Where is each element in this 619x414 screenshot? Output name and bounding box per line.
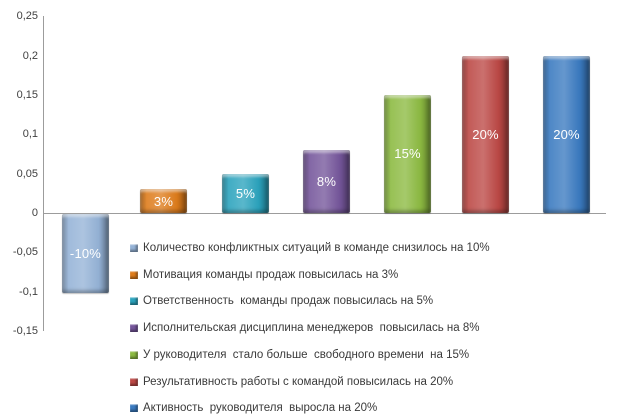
legend-item-6: Результативность работы с командой повыс… (130, 375, 453, 389)
legend-color-swatch-icon (130, 297, 138, 306)
legend-label: Количество конфликтных ситуаций в команд… (143, 242, 490, 254)
legend-label: У руководителя стало больше свободного в… (143, 348, 470, 361)
bar-4: 8% (303, 150, 350, 213)
legend-color-swatch-icon (130, 324, 138, 333)
bar-data-label: 20% (553, 126, 580, 142)
bar-7: 20% (543, 55, 590, 213)
bar-data-label: 15% (394, 146, 421, 162)
legend-item-3: Ответственность команды продаж повысилас… (130, 294, 433, 308)
y-axis-tick: 0,05 (16, 167, 38, 180)
y-axis-tick: 0,2 (22, 49, 38, 62)
legend-item-2: Мотивация команды продаж повысилась на 3… (130, 268, 398, 282)
bar-2: 3% (140, 189, 187, 213)
bar-1: -10% (62, 214, 109, 293)
legend-label: Исполнительская дисциплина менеджеров по… (143, 322, 480, 335)
legend-color-swatch-icon (130, 404, 138, 413)
bar-data-label: 5% (235, 185, 256, 201)
legend-color-swatch-icon (130, 377, 138, 386)
bar-6: 20% (462, 55, 509, 213)
legend-label: Ответственность команды продаж повысилас… (143, 295, 434, 308)
y-axis-tick: 0 (31, 207, 38, 219)
y-axis-line (43, 16, 44, 331)
legend-color-swatch-icon (130, 244, 138, 252)
y-axis-tick: -0,15 (12, 325, 38, 338)
y-axis-tick: -0,1 (19, 285, 38, 298)
legend-label: Результативность работы с командой повыс… (143, 375, 454, 388)
y-axis-tick: 0,25 (16, 10, 38, 23)
legend-label: Мотивация команды продаж повысилась на 3… (143, 268, 399, 281)
legend-item-4: Исполнительская дисциплина менеджеров по… (130, 321, 479, 335)
legend-item-5: У руководителя стало больше свободного в… (130, 348, 469, 362)
y-axis-tick: 0,15 (16, 88, 38, 101)
legend-label: Активность руководителя выросла на 20% (143, 402, 378, 414)
y-axis-tick: 0,1 (22, 128, 38, 141)
legend-color-swatch-icon (130, 270, 138, 279)
bar-data-label: 20% (472, 126, 499, 142)
legend-color-swatch-icon (130, 350, 138, 359)
bar-data-label: -10% (69, 245, 102, 261)
legend-item-7: Активность руководителя выросла на 20% (130, 401, 377, 414)
legend-item-1: Количество конфликтных ситуаций в команд… (130, 241, 490, 255)
bar-data-label: 3% (153, 193, 174, 209)
bar-3: 5% (222, 173, 269, 213)
bar-5: 15% (384, 94, 431, 213)
y-axis-tick: -0,05 (12, 246, 38, 259)
x-axis-line (43, 213, 606, 214)
bar-data-label: 8% (316, 174, 337, 189)
